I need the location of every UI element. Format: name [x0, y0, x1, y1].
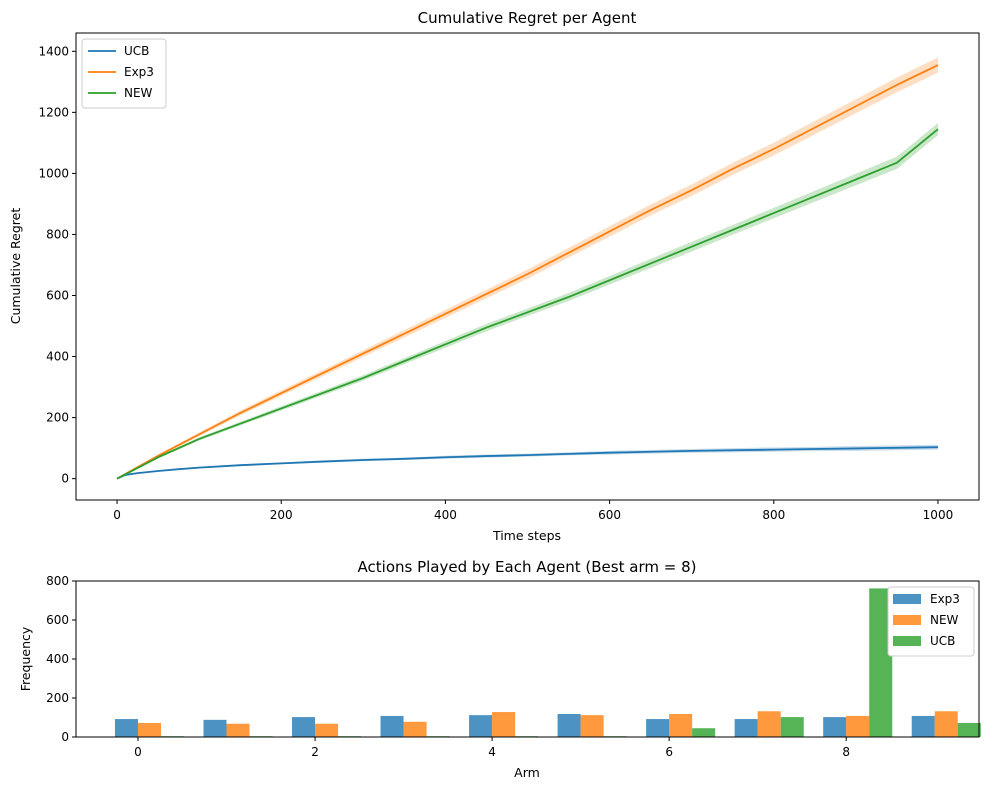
actions-plot-area [114, 588, 981, 737]
bar-exp3-arm-6 [646, 719, 670, 737]
regret-y-ticks: 0 200 400 600 800 1000 1200 1400 [38, 44, 76, 486]
x-tick-label: 1000 [923, 508, 954, 522]
bar-ucb-arm-8 [869, 588, 893, 737]
regret-y-axis-label: Cumulative Regret [8, 208, 23, 325]
y-tick-label: 400 [46, 652, 69, 666]
x-tick-label: 2 [311, 745, 319, 759]
bar-exp3-arm-2 [292, 717, 316, 737]
series-line-exp3 [116, 64, 939, 480]
legend-label-exp3: Exp3 [124, 65, 154, 79]
bar-new-arm-4 [492, 712, 516, 737]
actions-y-ticks: 0 200 400 600 800 [46, 574, 76, 744]
y-tick-label: 200 [46, 411, 69, 425]
bar-new-arm-3 [403, 721, 427, 737]
y-tick-label: 800 [46, 227, 69, 241]
y-tick-label: 200 [46, 691, 69, 705]
y-tick-label: 0 [61, 730, 69, 744]
legend-label-ucb: UCB [930, 634, 955, 648]
bar-exp3-arm-8 [823, 717, 847, 737]
legend-label-exp3: Exp3 [930, 592, 960, 606]
legend-box [81, 38, 167, 109]
regret-chart-title: Cumulative Regret per Agent [418, 9, 637, 27]
x-tick-label: 0 [113, 508, 121, 522]
series-line-ucb [116, 446, 938, 480]
y-tick-label: 1400 [38, 44, 69, 58]
bar-new-arm-7 [757, 711, 781, 737]
actions-legend: Exp3 NEW UCB [887, 586, 975, 657]
bar-new-arm-8 [846, 715, 870, 737]
x-tick-label: 800 [762, 508, 785, 522]
bar-new-arm-9 [934, 711, 958, 737]
regret-x-ticks: 0 200 400 600 800 1000 [113, 500, 953, 522]
regret-legend: UCB Exp3 NEW [81, 38, 167, 109]
bar-exp3-arm-3 [380, 715, 404, 737]
regret-x-axis-label: Time steps [492, 528, 561, 543]
bar-new-arm-6 [669, 713, 693, 737]
y-tick-label: 1200 [38, 105, 69, 119]
y-tick-label: 0 [61, 472, 69, 486]
y-tick-label: 600 [46, 613, 69, 627]
bar-exp3-arm-7 [734, 719, 758, 737]
bar-new-arm-2 [315, 723, 339, 737]
regret-chart: Cumulative Regret per Agent 0 200 400 600 80… [8, 9, 980, 543]
x-tick-label: 200 [270, 508, 293, 522]
series-line-new [116, 128, 939, 480]
bar-new-arm-0 [137, 722, 161, 737]
series-band-new [117, 123, 938, 479]
legend-swatch-ucb [893, 636, 921, 646]
legend-label-ucb: UCB [124, 44, 149, 58]
regret-plot-frame [75, 32, 980, 501]
legend-swatch-new [893, 615, 921, 625]
bar-ucb-arm-9 [957, 722, 981, 737]
actions-x-axis-label: Arm [514, 765, 540, 780]
regret-plot-area [116, 57, 939, 480]
y-tick-label: 400 [46, 350, 69, 364]
y-tick-label: 1000 [38, 166, 69, 180]
x-tick-label: 6 [665, 745, 673, 759]
bar-exp3-arm-1 [203, 719, 227, 737]
legend-label-new: NEW [930, 613, 959, 627]
bar-exp3-arm-5 [557, 713, 581, 737]
actions-x-ticks: 0 2 4 6 8 [134, 737, 850, 759]
bar-new-arm-5 [580, 715, 604, 737]
y-tick-label: 600 [46, 288, 69, 302]
x-tick-label: 0 [134, 745, 142, 759]
x-tick-label: 600 [598, 508, 621, 522]
bar-ucb-arm-7 [780, 717, 804, 737]
legend-label-new: NEW [124, 86, 153, 100]
actions-plot-frame [75, 580, 980, 738]
series-band-exp3 [117, 57, 938, 479]
legend-swatch-exp3 [893, 594, 921, 604]
bar-exp3-arm-9 [911, 715, 935, 737]
bar-ucb-arm-6 [692, 728, 716, 737]
x-tick-label: 8 [842, 745, 850, 759]
bar-new-arm-1 [226, 723, 250, 737]
actions-chart: Actions Played by Each Agent (Best arm =… [18, 558, 981, 780]
actions-chart-title: Actions Played by Each Agent (Best arm =… [358, 558, 697, 576]
bar-exp3-arm-0 [114, 719, 138, 737]
y-tick-label: 800 [46, 574, 69, 588]
actions-y-axis-label: Frequency [18, 626, 33, 691]
x-tick-label: 4 [488, 745, 496, 759]
x-tick-label: 400 [434, 508, 457, 522]
bar-exp3-arm-4 [469, 715, 493, 737]
